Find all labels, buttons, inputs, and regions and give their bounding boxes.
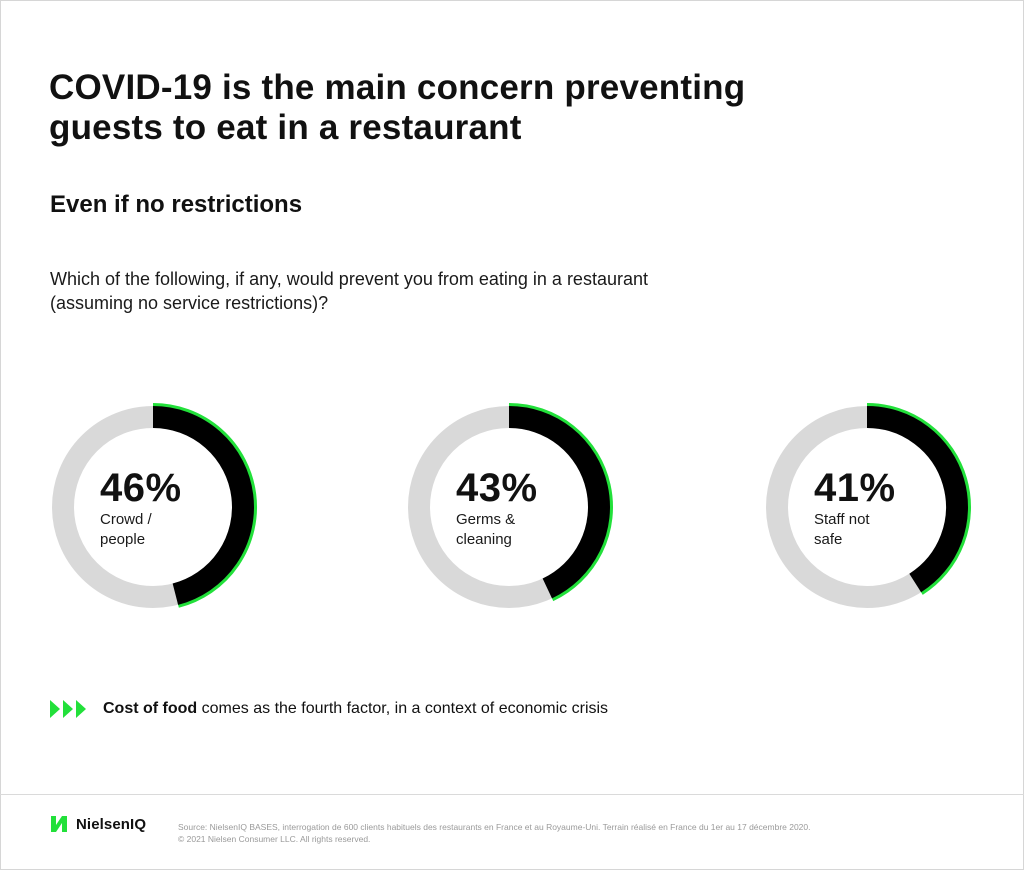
page-subtitle: Even if no restrictions — [50, 191, 303, 218]
triple-arrow-icon — [50, 700, 89, 718]
category-label-line-2: people — [100, 531, 146, 548]
survey-question: Which of the following, if any, would pr… — [50, 267, 810, 315]
donut-category-label-2: Staff not safe — [814, 510, 924, 550]
donut-category-label-0: Crowd / people — [100, 510, 210, 550]
footer-divider — [0, 794, 1024, 795]
category-label-line-2: cleaning — [456, 531, 512, 548]
key-insight-note: Cost of food comes as the fourth factor,… — [50, 697, 608, 721]
category-label-line-1: Crowd / — [100, 511, 152, 528]
donut-value-arc-0 — [152, 406, 254, 605]
category-label-line-1: Germs & — [456, 511, 516, 528]
donut-svg-1 — [408, 403, 613, 608]
donut-chart-2: 41% Staff not safe — [764, 400, 978, 614]
page-title: COVID-19 is the main concern preventing … — [49, 68, 949, 148]
category-label-line-2: safe — [814, 531, 843, 548]
logo-wordmark: NielsenIQ — [76, 815, 147, 833]
donut-value-label-1: 43% — [456, 466, 538, 510]
donut-category-label-1: Germs & cleaning — [456, 510, 566, 550]
donut-value-arc-2 — [866, 406, 968, 593]
donut-chart-0: 46% Crowd / people — [50, 400, 264, 614]
source-note: Source: NielsenIQ BASES, interrogation d… — [178, 821, 978, 845]
copyright-line: © 2021 Nielsen Consumer LLC. All rights … — [178, 834, 371, 844]
donut-chart-1: 43% Germs & cleaning — [406, 400, 620, 614]
note-text: Cost of food comes as the fourth factor,… — [103, 700, 608, 718]
source-line-1: Source: NielsenIQ BASES, interrogation d… — [178, 822, 811, 832]
category-label-line-1: Staff not — [814, 511, 870, 528]
donut-value-label-0: 46% — [100, 466, 182, 510]
title-line-1: COVID-19 is the main concern preventing — [49, 68, 746, 107]
note-bold-text: Cost of food — [103, 700, 198, 717]
donut-svg-2 — [766, 403, 971, 608]
donut-value-arc-1 — [508, 406, 610, 599]
question-line-1: Which of the following, if any, would pr… — [50, 269, 648, 289]
note-rest-text: comes as the fourth factor, in a context… — [197, 700, 609, 717]
nielseniq-logo: NielsenIQ — [50, 813, 146, 835]
donut-value-label-2: 41% — [814, 466, 896, 510]
nielseniq-logo-icon — [51, 816, 67, 832]
question-line-2: (assuming no service restrictions)? — [50, 293, 329, 313]
title-line-2: guests to eat in a restaurant — [49, 108, 522, 147]
donut-svg-0 — [52, 403, 258, 608]
